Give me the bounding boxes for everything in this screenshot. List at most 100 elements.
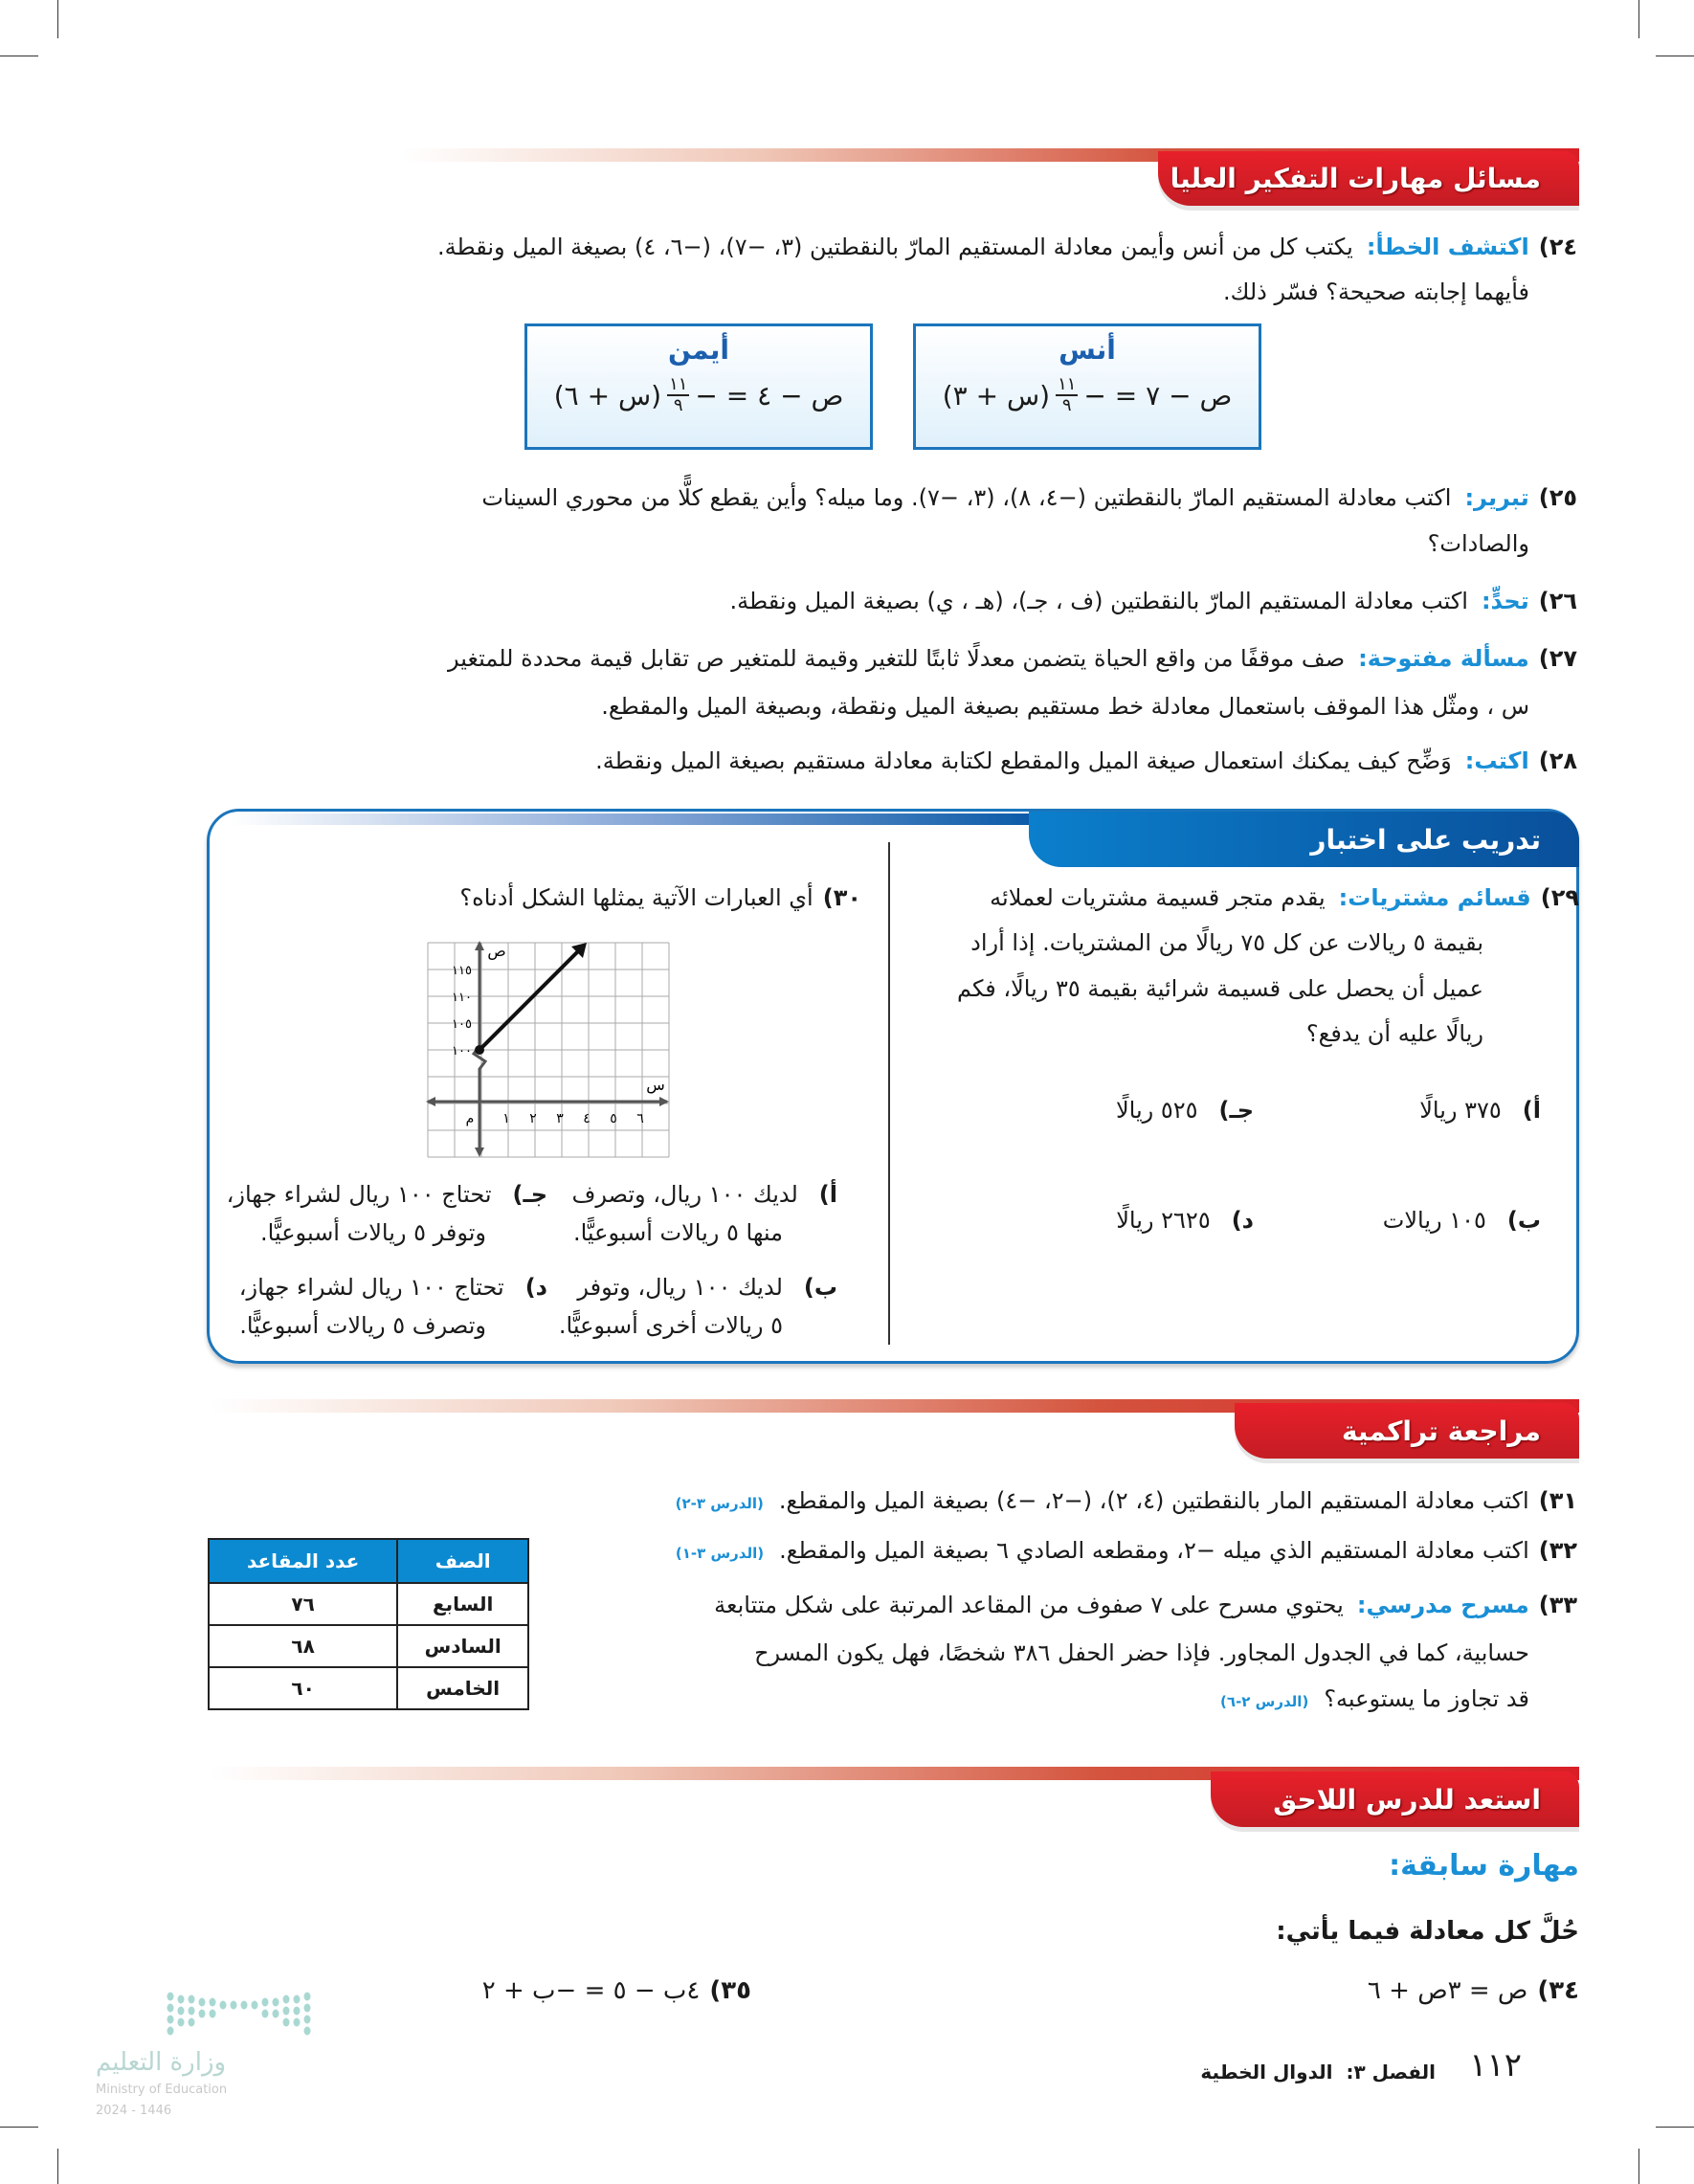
logo-dot [230,2000,237,2010]
question-32: ٣٢) اكتب معادلة المستقيم الذي ميله −٢، وم… [676,1531,1577,1572]
question-number: ٣٥) [709,1976,751,2005]
page-number: ١١٢ [1469,2046,1522,2084]
x-axis-arrow-right [659,1097,669,1106]
question-label: قسائم مشتريات: [1338,884,1531,911]
question-number: ٣٢) [1538,1537,1577,1564]
option-letter: أ) [818,1181,837,1208]
option-letter: جـ) [1218,1097,1254,1124]
question-31: ٣١) اكتب معادلة المستقيم المار بالنقطتين … [676,1482,1577,1523]
question-text: س ، ومثّل هذا الموقف باستعمال معادلة خط … [601,693,1529,720]
y-tick-label: ١١٥ [452,964,472,978]
logo-dot [188,2017,195,2027]
table-row: السابع ٧٦ [207,1582,529,1626]
lesson-reference[interactable]: (الدرس ٣-١) [675,1545,765,1562]
logo-dot [209,1997,216,2007]
chapter-title: الدوال الخطية [1200,2061,1333,2084]
denominator: ٩ [673,395,683,415]
fraction: ١١ ٩ [1056,375,1079,415]
logo-dot [293,1995,301,2004]
section-title: مراجعة تراكمية [1341,1415,1541,1447]
logo-dot [272,2009,279,2018]
lesson-reference[interactable]: (الدرس ٣-٢) [675,1495,764,1512]
logo-dot [293,2017,301,2027]
table-cell: ٦٨ [207,1624,399,1668]
option-d[interactable]: د) ٢٦٢٥ ريالًا [1116,1201,1254,1239]
y-axis-arrow-down [475,1148,484,1157]
question-label: اكتب: [1464,747,1529,774]
question-28: ٢٨) اكتب: وَضِّح كيف يمكنك استعمال صيغة ال… [595,742,1577,780]
prior-skill-instruction: حُلَّ كل معادلة فيما يأتي: [1276,1912,1579,1950]
option-a[interactable]: أ) لديك ١٠٠ ريال، وتصرف [571,1175,837,1214]
logo-text: 2024 - 1446 [96,2104,172,2118]
logo-dot [272,1997,279,2007]
question-33-line2: حسابية، كما في الجدول المجاور. فإذا حضر … [754,1634,1529,1672]
question-label: تبرير: [1464,484,1529,511]
question-text: اكتب معادلة المستقيم الذي ميله −٢، ومقطع… [779,1537,1529,1564]
logo-dot [198,1997,206,2007]
start-point [475,1045,484,1055]
subheading: مهارة سابقة: [1389,1849,1579,1883]
lesson-reference[interactable]: (الدرس ٢-٦) [1220,1693,1309,1710]
option-d-line2: وتصرف ٥ ريالات أسبوعيًّا. [239,1306,486,1345]
question-29-line: ريالًا عليه أن يدفع؟ [1306,1014,1483,1053]
logo-dot [167,2026,174,2036]
option-b[interactable]: ب) لديك ١٠٠ ريال، وتوفر [577,1268,837,1306]
crop-mark [1638,2149,1639,2184]
x-tick-label: ١ [502,1111,510,1126]
logo-text: وزارة التعليم [96,2048,227,2077]
table-row: الخامس ٦٠ [207,1666,529,1710]
y-axis [471,943,488,1153]
logo-dot [303,2026,311,2036]
origin-label: م [466,1111,475,1126]
ministry-logo-icon [167,1992,311,2036]
question-35: ٣٥) ٤ب − ٥ = −ب + ٢ [482,1972,751,2010]
logo-dot [303,2015,311,2024]
question-26: ٢٦) تحدٍّ: اكتب معادلة المستقيم المارّ بال… [730,582,1577,620]
question-25-line2: والصادات؟ [1428,524,1529,563]
question-text: اكتب معادلة المستقيم المارّ بالنقطتين (−… [481,484,1452,511]
table-cell: ٧٦ [207,1582,399,1626]
edition-year: 2024 - 1446 [96,2104,171,2118]
question-number: ٣١) [1538,1487,1577,1514]
option-b[interactable]: ب) ١٠٥ ريالات [1383,1201,1541,1239]
option-c[interactable]: جـ) تحتاج ١٠٠ ريال لشراء جهاز، [227,1175,547,1214]
logo-dot [177,1995,185,2004]
logo-dot [209,2009,216,2018]
question-label: اكتشف الخطأ: [1366,234,1529,260]
table-cell: السادس [396,1624,529,1668]
option-text: منها ٥ ريالات أسبوعيًّا. [572,1219,783,1246]
seats-table: الصف عدد المقاعد السابع ٧٦ السادس ٦٨ الخام… [207,1538,529,1710]
question-number: ٣٤) [1537,1976,1579,2005]
question-text: فأيهما إجابته صحيحة؟ فسّر ذلك. [1222,279,1529,305]
logo-dot [303,1992,311,2001]
equation: ص − ٤ = − ١١ ٩ (س + ٦) [527,375,870,415]
crop-mark [0,2127,38,2128]
option-letter: جـ) [512,1181,547,1208]
option-a[interactable]: أ) ٣٧٥ ريالًا [1419,1091,1541,1129]
fraction: ١١ ٩ [667,375,690,415]
question-label: مسرح مدرسي: [1356,1592,1529,1618]
data-line [478,947,583,1052]
option-letter: د) [524,1274,547,1301]
question-25: ٢٥) تبرير: اكتب معادلة المستقيم المارّ بال… [481,479,1577,517]
question-text: ٤ب − ٥ = −ب + ٢ [481,1976,701,2005]
option-text: وتصرف ٥ ريالات أسبوعيًّا. [239,1312,486,1339]
crop-mark [57,2149,58,2184]
option-letter: ب) [803,1274,837,1301]
question-text: ص = ٣ص + ٦ [1367,1976,1528,2005]
option-d[interactable]: د) تحتاج ١٠٠ ريال لشراء جهاز، [239,1268,547,1306]
section-header-spiral-review: مراجعة تراكمية [1235,1403,1579,1459]
student-name: أيمن [667,334,730,366]
option-c[interactable]: جـ) ٥٢٥ ريالًا [1116,1091,1254,1129]
question-number: ٢٤) [1538,234,1577,260]
option-text: وتوفر ٥ ريالات أسبوعيًّا. [260,1219,486,1246]
column-header: عدد المقاعد [207,1538,399,1584]
question-text: عميل أن يحصل على قسيمة شرائية بقيمة ٣٥ ر… [957,975,1483,1002]
option-text: ١٠٥ ريالات [1382,1207,1486,1234]
equation: ص − ٧ = − ١١ ٩ (س + ٣) [916,375,1259,415]
x-tick-label: ٦ [636,1111,644,1126]
question-text: اكتب معادلة المستقيم المارّ بالنقطتين (ف… [729,588,1468,614]
table-cell: الخامس [396,1666,529,1710]
question-29-line: عميل أن يحصل على قسيمة شرائية بقيمة ٣٥ ر… [957,969,1483,1008]
student-name: أنس [1059,334,1116,366]
